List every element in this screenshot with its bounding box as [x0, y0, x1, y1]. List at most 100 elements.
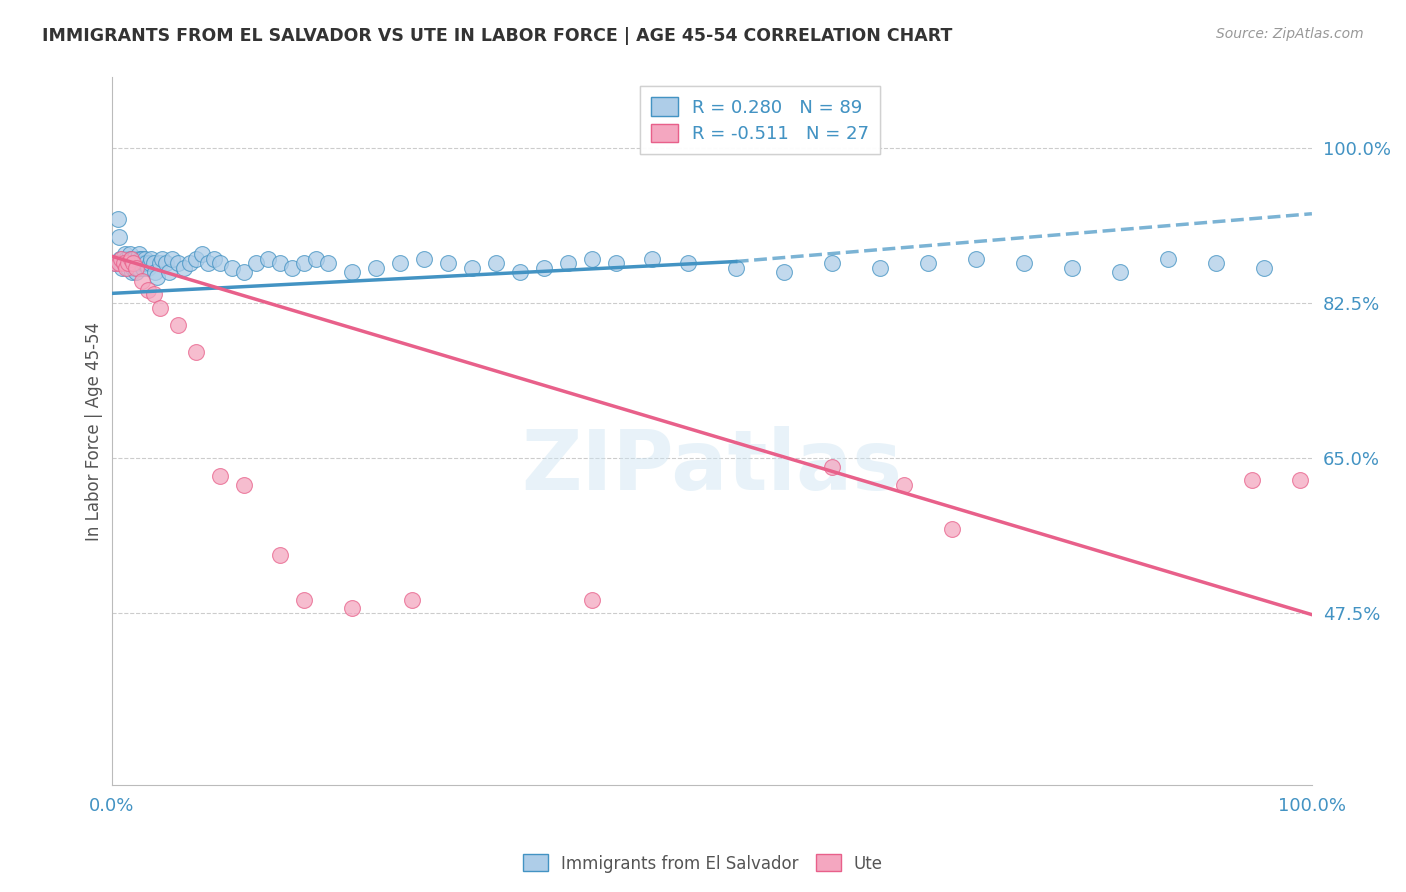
Point — [124, 256, 146, 270]
Point — [412, 252, 434, 266]
Point — [128, 247, 150, 261]
Point — [173, 260, 195, 275]
Point — [108, 252, 131, 266]
Point — [110, 252, 132, 266]
Point — [641, 252, 664, 266]
Point — [190, 247, 212, 261]
Point — [124, 260, 146, 275]
Point — [269, 549, 291, 563]
Point — [134, 252, 156, 266]
Point — [166, 256, 188, 270]
Point — [1240, 473, 1263, 487]
Point — [121, 265, 143, 279]
Point — [118, 252, 141, 266]
Point — [232, 265, 254, 279]
Point — [120, 252, 142, 266]
Point — [136, 260, 159, 275]
Point — [117, 260, 139, 275]
Point — [120, 252, 142, 266]
Point — [965, 252, 987, 266]
Point — [131, 256, 153, 270]
Point — [1205, 256, 1227, 270]
Point — [124, 252, 146, 266]
Point — [364, 260, 387, 275]
Text: ZIPatlas: ZIPatlas — [522, 426, 903, 508]
Point — [127, 256, 149, 270]
Point — [208, 256, 231, 270]
Legend: Immigrants from El Salvador, Ute: Immigrants from El Salvador, Ute — [516, 847, 890, 880]
Point — [724, 260, 747, 275]
Point — [1157, 252, 1180, 266]
Point — [112, 256, 135, 270]
Point — [112, 256, 135, 270]
Point — [132, 256, 155, 270]
Point — [149, 301, 172, 315]
Point — [821, 256, 844, 270]
Point — [340, 265, 363, 279]
Text: IMMIGRANTS FROM EL SALVADOR VS UTE IN LABOR FORCE | AGE 45-54 CORRELATION CHART: IMMIGRANTS FROM EL SALVADOR VS UTE IN LA… — [42, 27, 952, 45]
Point — [120, 256, 142, 270]
Point — [115, 256, 138, 270]
Point — [155, 256, 177, 270]
Point — [115, 260, 138, 275]
Point — [460, 260, 482, 275]
Point — [605, 256, 627, 270]
Point — [143, 265, 166, 279]
Point — [124, 265, 146, 279]
Point — [146, 269, 169, 284]
Point — [157, 265, 180, 279]
Y-axis label: In Labor Force | Age 45-54: In Labor Force | Age 45-54 — [86, 322, 103, 541]
Point — [533, 260, 555, 275]
Point — [1012, 256, 1035, 270]
Point — [292, 592, 315, 607]
Point — [772, 265, 794, 279]
Point — [114, 247, 136, 261]
Point — [107, 212, 129, 227]
Point — [108, 229, 131, 244]
Point — [121, 256, 143, 270]
Point — [132, 260, 155, 275]
Text: Source: ZipAtlas.com: Source: ZipAtlas.com — [1216, 27, 1364, 41]
Point — [280, 260, 302, 275]
Point — [292, 256, 315, 270]
Point — [208, 468, 231, 483]
Point — [108, 256, 131, 270]
Point — [135, 256, 157, 270]
Point — [893, 477, 915, 491]
Point — [122, 252, 145, 266]
Point — [131, 274, 153, 288]
Point — [221, 260, 243, 275]
Point — [581, 252, 603, 266]
Point — [821, 459, 844, 474]
Point — [232, 477, 254, 491]
Point — [485, 256, 508, 270]
Point — [149, 256, 172, 270]
Point — [166, 318, 188, 333]
Point — [127, 260, 149, 275]
Point — [202, 252, 225, 266]
Point — [104, 256, 127, 270]
Point — [869, 260, 891, 275]
Point — [557, 256, 579, 270]
Point — [131, 252, 153, 266]
Point — [142, 256, 165, 270]
Point — [1060, 260, 1083, 275]
Point — [142, 287, 165, 301]
Point — [581, 592, 603, 607]
Point — [115, 252, 138, 266]
Point — [941, 522, 963, 536]
Point — [124, 256, 146, 270]
Point — [184, 344, 207, 359]
Point — [184, 252, 207, 266]
Point — [256, 252, 278, 266]
Point — [122, 256, 145, 270]
Point — [436, 256, 458, 270]
Point — [122, 260, 145, 275]
Point — [917, 256, 939, 270]
Point — [125, 252, 148, 266]
Point — [388, 256, 411, 270]
Point — [118, 247, 141, 261]
Point — [179, 256, 201, 270]
Point — [1289, 473, 1312, 487]
Point — [269, 256, 291, 270]
